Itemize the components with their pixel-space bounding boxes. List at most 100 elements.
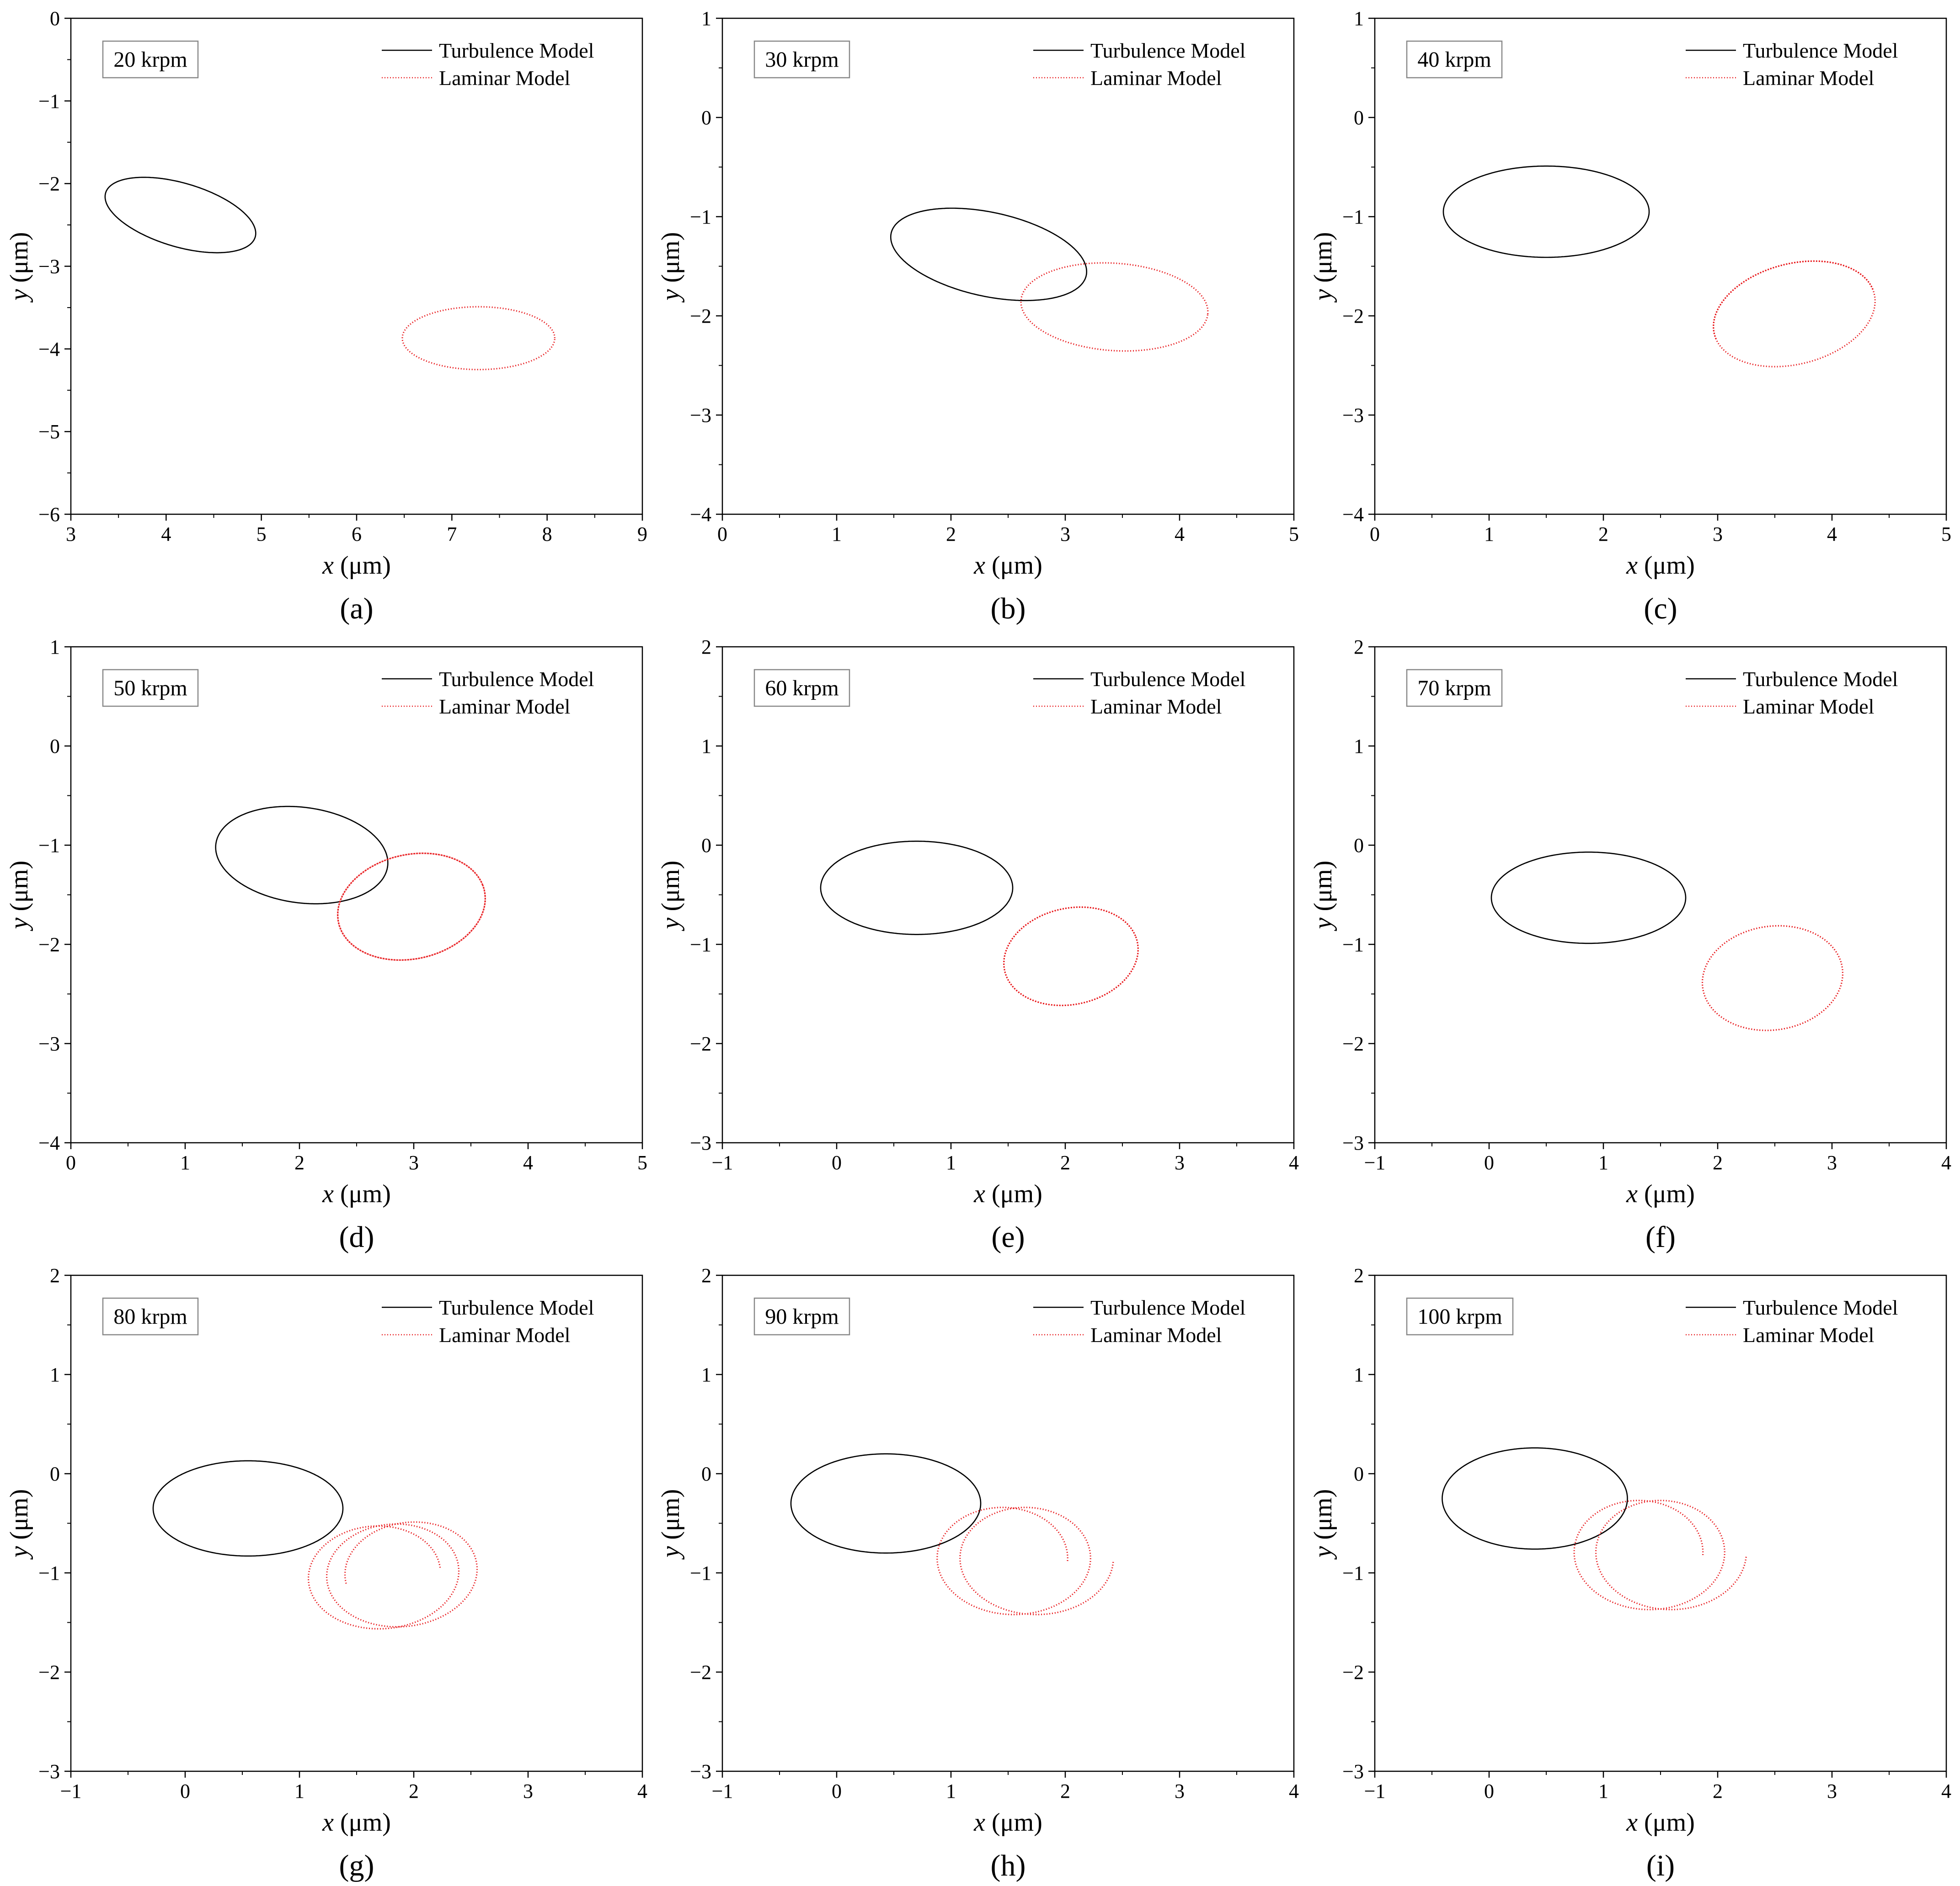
y-axis-label: y (μm) — [657, 1489, 685, 1560]
legend-laminar-label: Laminar Model — [1090, 66, 1222, 90]
legend-laminar-label: Laminar Model — [1743, 66, 1874, 90]
speed-label: 30 krpm — [765, 48, 838, 72]
x-tick-label: 0 — [1370, 523, 1380, 545]
y-tick-label: 1 — [1354, 7, 1364, 30]
y-tick-label: −2 — [38, 173, 60, 195]
x-tick-label: 2 — [409, 1780, 419, 1802]
x-axis-label: x (μm) — [973, 1180, 1042, 1208]
panel-g: −1 0 1 2 3 4 −3 −2 −1 0 1 2 x (μm) y (μm) 80 krpm Turbu… — [5, 1264, 647, 1882]
panel-label: (c) — [1644, 592, 1677, 625]
legend-laminar-label: Laminar Model — [1090, 1323, 1222, 1347]
x-tick-label: 5 — [637, 1151, 647, 1174]
x-tick-label: −1 — [1364, 1151, 1386, 1174]
speed-label-box — [1406, 40, 1503, 79]
y-tick-label: −1 — [1342, 1562, 1364, 1584]
x-tick-label: 1 — [832, 523, 842, 545]
laminar-orbit — [1573, 1500, 1747, 1610]
y-tick-label: −2 — [1342, 1661, 1364, 1684]
x-tick-label: 3 — [1827, 1780, 1837, 1802]
x-tick-label: 3 — [1060, 523, 1070, 545]
x-tick-label: 0 — [1484, 1151, 1494, 1174]
x-tick-label: 2 — [1713, 1780, 1723, 1802]
y-tick-label: −3 — [690, 1760, 711, 1783]
y-tick-label: −3 — [38, 1033, 60, 1055]
y-tick-label: −4 — [690, 503, 711, 526]
y-tick-label: −1 — [690, 933, 711, 956]
panel-label: (h) — [991, 1849, 1026, 1882]
x-axis-label: x (μm) — [1626, 551, 1695, 580]
legend-laminar-label: Laminar Model — [439, 695, 570, 718]
x-tick-label: 1 — [1484, 523, 1494, 545]
x-tick-label: 8 — [542, 523, 552, 545]
speed-label-box — [102, 669, 199, 707]
y-tick-label: −3 — [690, 404, 711, 426]
turbulence-orbit — [1442, 1447, 1628, 1550]
x-axis-label: x (μm) — [973, 1808, 1042, 1837]
y-axis-label: y (μm) — [1309, 861, 1337, 932]
speed-label-box — [753, 40, 850, 79]
x-tick-label: 0 — [180, 1780, 190, 1802]
speed-label: 60 krpm — [765, 676, 838, 700]
x-axis-label: x (μm) — [322, 551, 391, 580]
x-tick-label: 0 — [1484, 1780, 1494, 1802]
x-tick-label: 4 — [637, 1780, 647, 1802]
x-axis-label: x (μm) — [1626, 1180, 1695, 1208]
laminar-orbit — [1020, 262, 1209, 352]
y-tick-label: −2 — [1342, 305, 1364, 327]
y-tick-label: −4 — [38, 338, 60, 360]
speed-label-box — [1406, 1297, 1514, 1336]
legend-turbulence-label: Turbulence Model — [439, 1296, 594, 1319]
panel-b: 0 1 2 3 4 5 −4 −3 −2 −1 0 1 x (μm) y (μm) 30 krpm Turbu… — [657, 7, 1299, 625]
y-axis-label: y (μm) — [5, 232, 33, 303]
x-tick-label: 0 — [832, 1780, 842, 1802]
x-axis-label: x (μm) — [973, 551, 1042, 580]
laminar-orbit — [1701, 925, 1844, 1031]
y-tick-label: −2 — [690, 1661, 711, 1684]
turbulence-orbit — [152, 1460, 344, 1557]
y-tick-label: −3 — [38, 1760, 60, 1783]
x-tick-label: 1 — [180, 1151, 190, 1174]
y-tick-label: 0 — [701, 834, 711, 857]
legend-turbulence-label: Turbulence Model — [1743, 667, 1898, 691]
legend-laminar-label: Laminar Model — [439, 66, 570, 90]
turbulence-orbit — [890, 208, 1087, 301]
panel-label: (d) — [339, 1220, 374, 1254]
x-tick-label: 1 — [1598, 1151, 1608, 1174]
y-tick-label: −5 — [38, 421, 60, 443]
y-tick-label: 1 — [701, 7, 711, 30]
speed-label: 50 krpm — [113, 676, 187, 700]
y-tick-label: −1 — [1342, 206, 1364, 228]
y-tick-label: −3 — [690, 1132, 711, 1154]
speed-label: 100 krpm — [1417, 1305, 1502, 1329]
speed-label-box — [1406, 669, 1503, 707]
y-tick-label: −2 — [690, 1033, 711, 1055]
y-axis-label: y (μm) — [1309, 232, 1337, 303]
y-tick-label: 1 — [50, 1364, 60, 1386]
legend-turbulence-label: Turbulence Model — [1743, 1296, 1898, 1319]
panel-label: (a) — [340, 592, 373, 625]
turbulence-orbit — [820, 841, 1014, 935]
y-tick-label: 0 — [1354, 834, 1364, 857]
x-tick-label: 4 — [1289, 1151, 1299, 1174]
y-tick-label: −1 — [38, 1562, 60, 1584]
x-tick-label: 4 — [1941, 1151, 1951, 1174]
x-tick-label: 5 — [1289, 523, 1299, 545]
y-tick-label: −3 — [1342, 1132, 1364, 1154]
speed-label: 40 krpm — [1417, 48, 1491, 72]
y-tick-label: 2 — [1354, 636, 1364, 658]
laminar-orbit — [337, 852, 486, 961]
y-axis-label: y (μm) — [1309, 1489, 1337, 1560]
x-tick-label: −1 — [1364, 1780, 1386, 1802]
x-tick-label: 5 — [256, 523, 267, 545]
panel-a: 3 4 5 6 7 8 9 −6 −5 −4 −3 −2 −1 0 x (μm) y (μm) 20 krpm T… — [5, 7, 647, 625]
x-tick-label: 2 — [946, 523, 956, 545]
laminar-orbit — [307, 1521, 478, 1630]
turbulence-orbit — [1490, 851, 1687, 944]
x-tick-label: 1 — [1598, 1780, 1608, 1802]
y-tick-label: 0 — [701, 1463, 711, 1485]
y-tick-label: −1 — [690, 206, 711, 228]
y-tick-label: 0 — [1354, 107, 1364, 129]
y-tick-label: 0 — [1354, 1463, 1364, 1485]
x-tick-label: 2 — [1060, 1151, 1070, 1174]
